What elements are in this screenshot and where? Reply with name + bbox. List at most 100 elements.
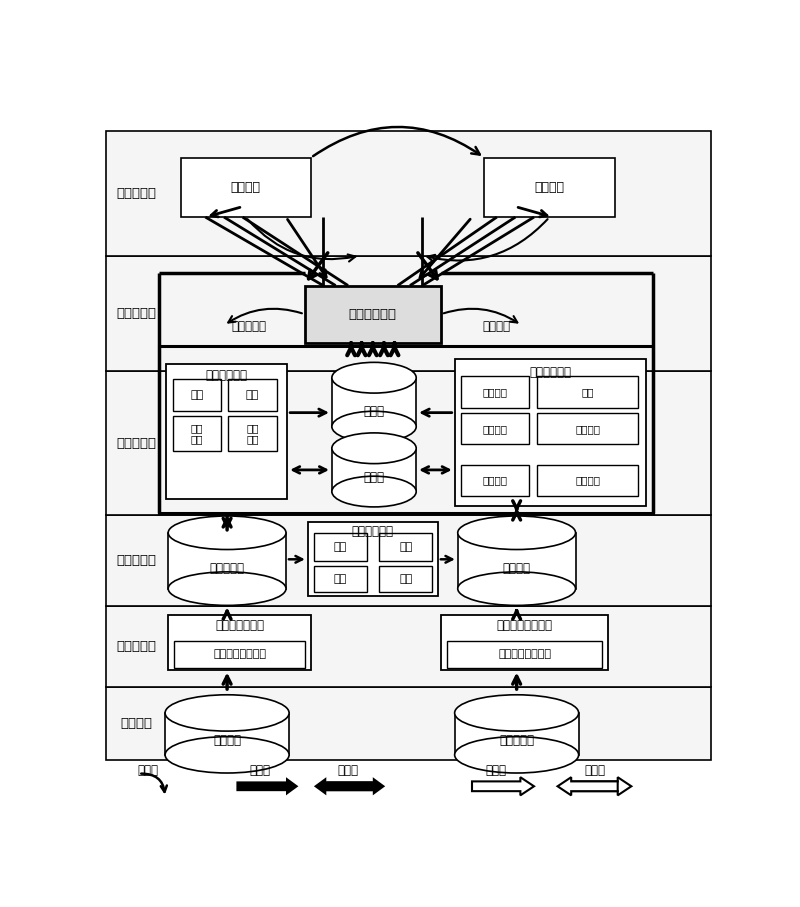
Bar	[332, 377, 416, 378]
Bar	[168, 532, 286, 589]
Text: 数据源层: 数据源层	[120, 717, 152, 730]
Bar	[461, 376, 529, 408]
Text: 定量: 定量	[399, 542, 412, 552]
FancyArrowPatch shape	[444, 308, 518, 323]
Text: 数据采集层: 数据采集层	[116, 640, 156, 653]
Bar	[174, 641, 305, 668]
Text: 抽取转换加载规则: 抽取转换加载规则	[213, 649, 266, 659]
Text: 至各种引擎: 至各种引擎	[231, 320, 266, 333]
Bar	[447, 641, 602, 668]
Bar	[106, 256, 710, 371]
Bar	[308, 522, 438, 596]
FancyArrowPatch shape	[247, 219, 355, 261]
Text: 数据流: 数据流	[250, 765, 270, 777]
Bar	[458, 532, 575, 589]
FancyArrowPatch shape	[427, 219, 548, 262]
FancyArrowPatch shape	[313, 127, 480, 156]
Bar	[165, 713, 289, 755]
Text: 离线挖掘引擎: 离线挖掘引擎	[529, 366, 571, 378]
FancyArrow shape	[237, 777, 298, 795]
Text: 知识流: 知识流	[485, 765, 506, 777]
Text: 管理应用层: 管理应用层	[116, 187, 156, 200]
Bar	[314, 533, 366, 561]
Bar	[314, 566, 366, 592]
FancyArrowPatch shape	[142, 774, 167, 792]
Ellipse shape	[168, 516, 286, 550]
Bar	[332, 447, 416, 449]
Bar	[332, 377, 416, 426]
FancyArrow shape	[314, 777, 373, 795]
Text: 管理界面: 管理界面	[534, 181, 565, 194]
Bar	[458, 532, 575, 533]
Text: 缓存数据库: 缓存数据库	[210, 561, 245, 575]
Bar	[159, 346, 653, 512]
FancyArrow shape	[571, 777, 631, 795]
Bar	[441, 615, 608, 669]
Text: 描述区分: 描述区分	[482, 475, 507, 485]
Bar	[537, 414, 638, 444]
Text: 知识流: 知识流	[584, 765, 606, 777]
Bar	[166, 364, 287, 499]
Text: 操作流: 操作流	[138, 765, 159, 777]
Bar	[537, 376, 638, 408]
Bar	[228, 379, 277, 411]
Text: 知识库: 知识库	[363, 471, 385, 484]
Ellipse shape	[332, 411, 416, 442]
Text: 关联
分析: 关联 分析	[190, 423, 203, 444]
Bar	[332, 448, 416, 492]
Text: 关联分析: 关联分析	[482, 424, 507, 434]
Bar	[379, 566, 432, 592]
Bar	[106, 132, 710, 256]
Text: 聚类: 聚类	[246, 390, 259, 400]
FancyArrow shape	[326, 777, 386, 795]
Bar	[485, 158, 614, 217]
FancyArrow shape	[558, 777, 618, 795]
Bar	[461, 414, 529, 444]
Bar	[305, 286, 441, 343]
Ellipse shape	[458, 572, 575, 605]
Ellipse shape	[332, 363, 416, 393]
Text: 异常
检测: 异常 检测	[246, 423, 258, 444]
Bar	[454, 359, 646, 505]
Bar	[173, 416, 221, 451]
Ellipse shape	[165, 695, 289, 731]
Text: 分类预测: 分类预测	[482, 387, 507, 397]
Bar	[461, 465, 529, 496]
Text: 流数据源: 流数据源	[213, 734, 241, 746]
Text: 抽取转换加载规则: 抽取转换加载规则	[498, 649, 551, 659]
Bar	[537, 465, 638, 496]
Ellipse shape	[165, 736, 289, 773]
Bar	[173, 379, 221, 411]
Bar	[106, 606, 710, 688]
Bar	[228, 416, 277, 451]
Ellipse shape	[454, 736, 578, 773]
Ellipse shape	[168, 572, 286, 605]
Text: 分类: 分类	[190, 390, 203, 400]
Ellipse shape	[332, 476, 416, 507]
Bar	[168, 532, 286, 533]
Text: 数据同步引擎: 数据同步引擎	[352, 525, 394, 538]
Bar	[454, 712, 578, 714]
Text: 数据流: 数据流	[338, 765, 358, 777]
Bar	[106, 688, 710, 760]
Text: 信息汇聚层: 信息汇聚层	[116, 307, 156, 319]
Text: 数据挖掘层: 数据挖掘层	[116, 436, 156, 450]
Text: 非流数据采集引擎: 非流数据采集引擎	[497, 619, 553, 632]
Bar	[106, 371, 710, 515]
Text: 定时: 定时	[334, 542, 347, 552]
Text: 非流数据源: 非流数据源	[499, 734, 534, 746]
Bar	[165, 712, 289, 714]
Text: 异常检测: 异常检测	[575, 424, 601, 434]
Text: 结果库: 结果库	[363, 405, 385, 418]
Ellipse shape	[332, 433, 416, 463]
FancyArrow shape	[472, 777, 534, 795]
Text: 数据存储层: 数据存储层	[116, 554, 156, 567]
Text: 服务应用: 服务应用	[230, 181, 261, 194]
Bar	[181, 158, 310, 217]
Bar	[106, 515, 710, 606]
Bar	[379, 533, 432, 561]
Text: 定荷: 定荷	[334, 574, 347, 584]
FancyArrowPatch shape	[228, 308, 302, 323]
Ellipse shape	[454, 695, 578, 731]
Text: 流数据采集引擎: 流数据采集引擎	[215, 619, 264, 632]
